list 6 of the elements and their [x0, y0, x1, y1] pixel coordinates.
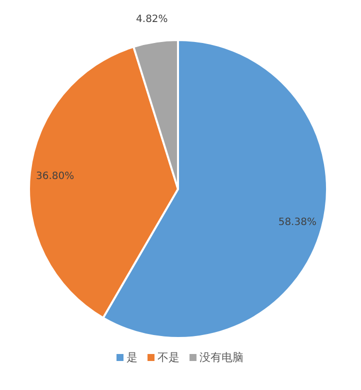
legend-label: 不是	[158, 351, 180, 364]
legend-label: 是	[126, 351, 138, 364]
data-label: 36.80%	[36, 171, 74, 182]
legend-label: 没有电脑	[200, 351, 244, 364]
data-label: 58.38%	[278, 217, 316, 228]
data-label: 4.82%	[136, 14, 168, 26]
